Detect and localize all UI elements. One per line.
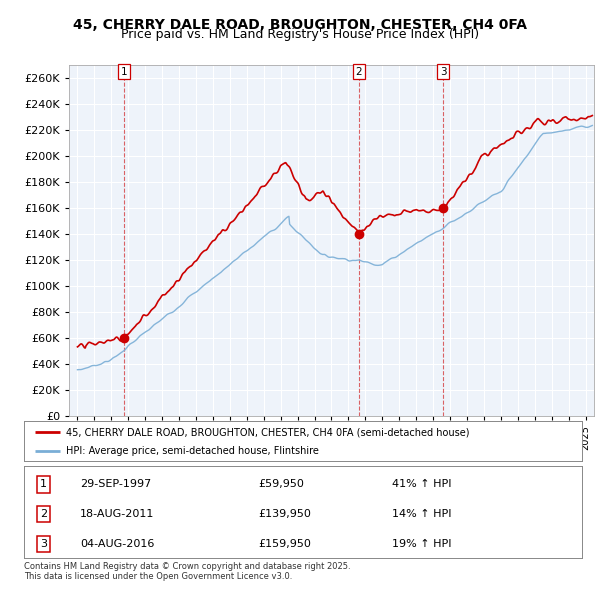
Text: £139,950: £139,950 — [259, 509, 311, 519]
Text: 45, CHERRY DALE ROAD, BROUGHTON, CHESTER, CH4 0FA: 45, CHERRY DALE ROAD, BROUGHTON, CHESTER… — [73, 18, 527, 32]
Text: Price paid vs. HM Land Registry's House Price Index (HPI): Price paid vs. HM Land Registry's House … — [121, 28, 479, 41]
Text: 1: 1 — [40, 480, 47, 489]
Text: 18-AUG-2011: 18-AUG-2011 — [80, 509, 154, 519]
Text: 14% ↑ HPI: 14% ↑ HPI — [392, 509, 452, 519]
Text: 29-SEP-1997: 29-SEP-1997 — [80, 480, 151, 489]
Text: £59,950: £59,950 — [259, 480, 304, 489]
Text: 45, CHERRY DALE ROAD, BROUGHTON, CHESTER, CH4 0FA (semi-detached house): 45, CHERRY DALE ROAD, BROUGHTON, CHESTER… — [66, 427, 469, 437]
Text: HPI: Average price, semi-detached house, Flintshire: HPI: Average price, semi-detached house,… — [66, 447, 319, 456]
Text: 1: 1 — [121, 67, 127, 77]
Text: 19% ↑ HPI: 19% ↑ HPI — [392, 539, 452, 549]
Text: Contains HM Land Registry data © Crown copyright and database right 2025.
This d: Contains HM Land Registry data © Crown c… — [24, 562, 350, 581]
Text: 3: 3 — [440, 67, 446, 77]
Text: £159,950: £159,950 — [259, 539, 311, 549]
Text: 2: 2 — [40, 509, 47, 519]
Text: 41% ↑ HPI: 41% ↑ HPI — [392, 480, 452, 489]
Text: 2: 2 — [356, 67, 362, 77]
Text: 04-AUG-2016: 04-AUG-2016 — [80, 539, 154, 549]
Text: 3: 3 — [40, 539, 47, 549]
